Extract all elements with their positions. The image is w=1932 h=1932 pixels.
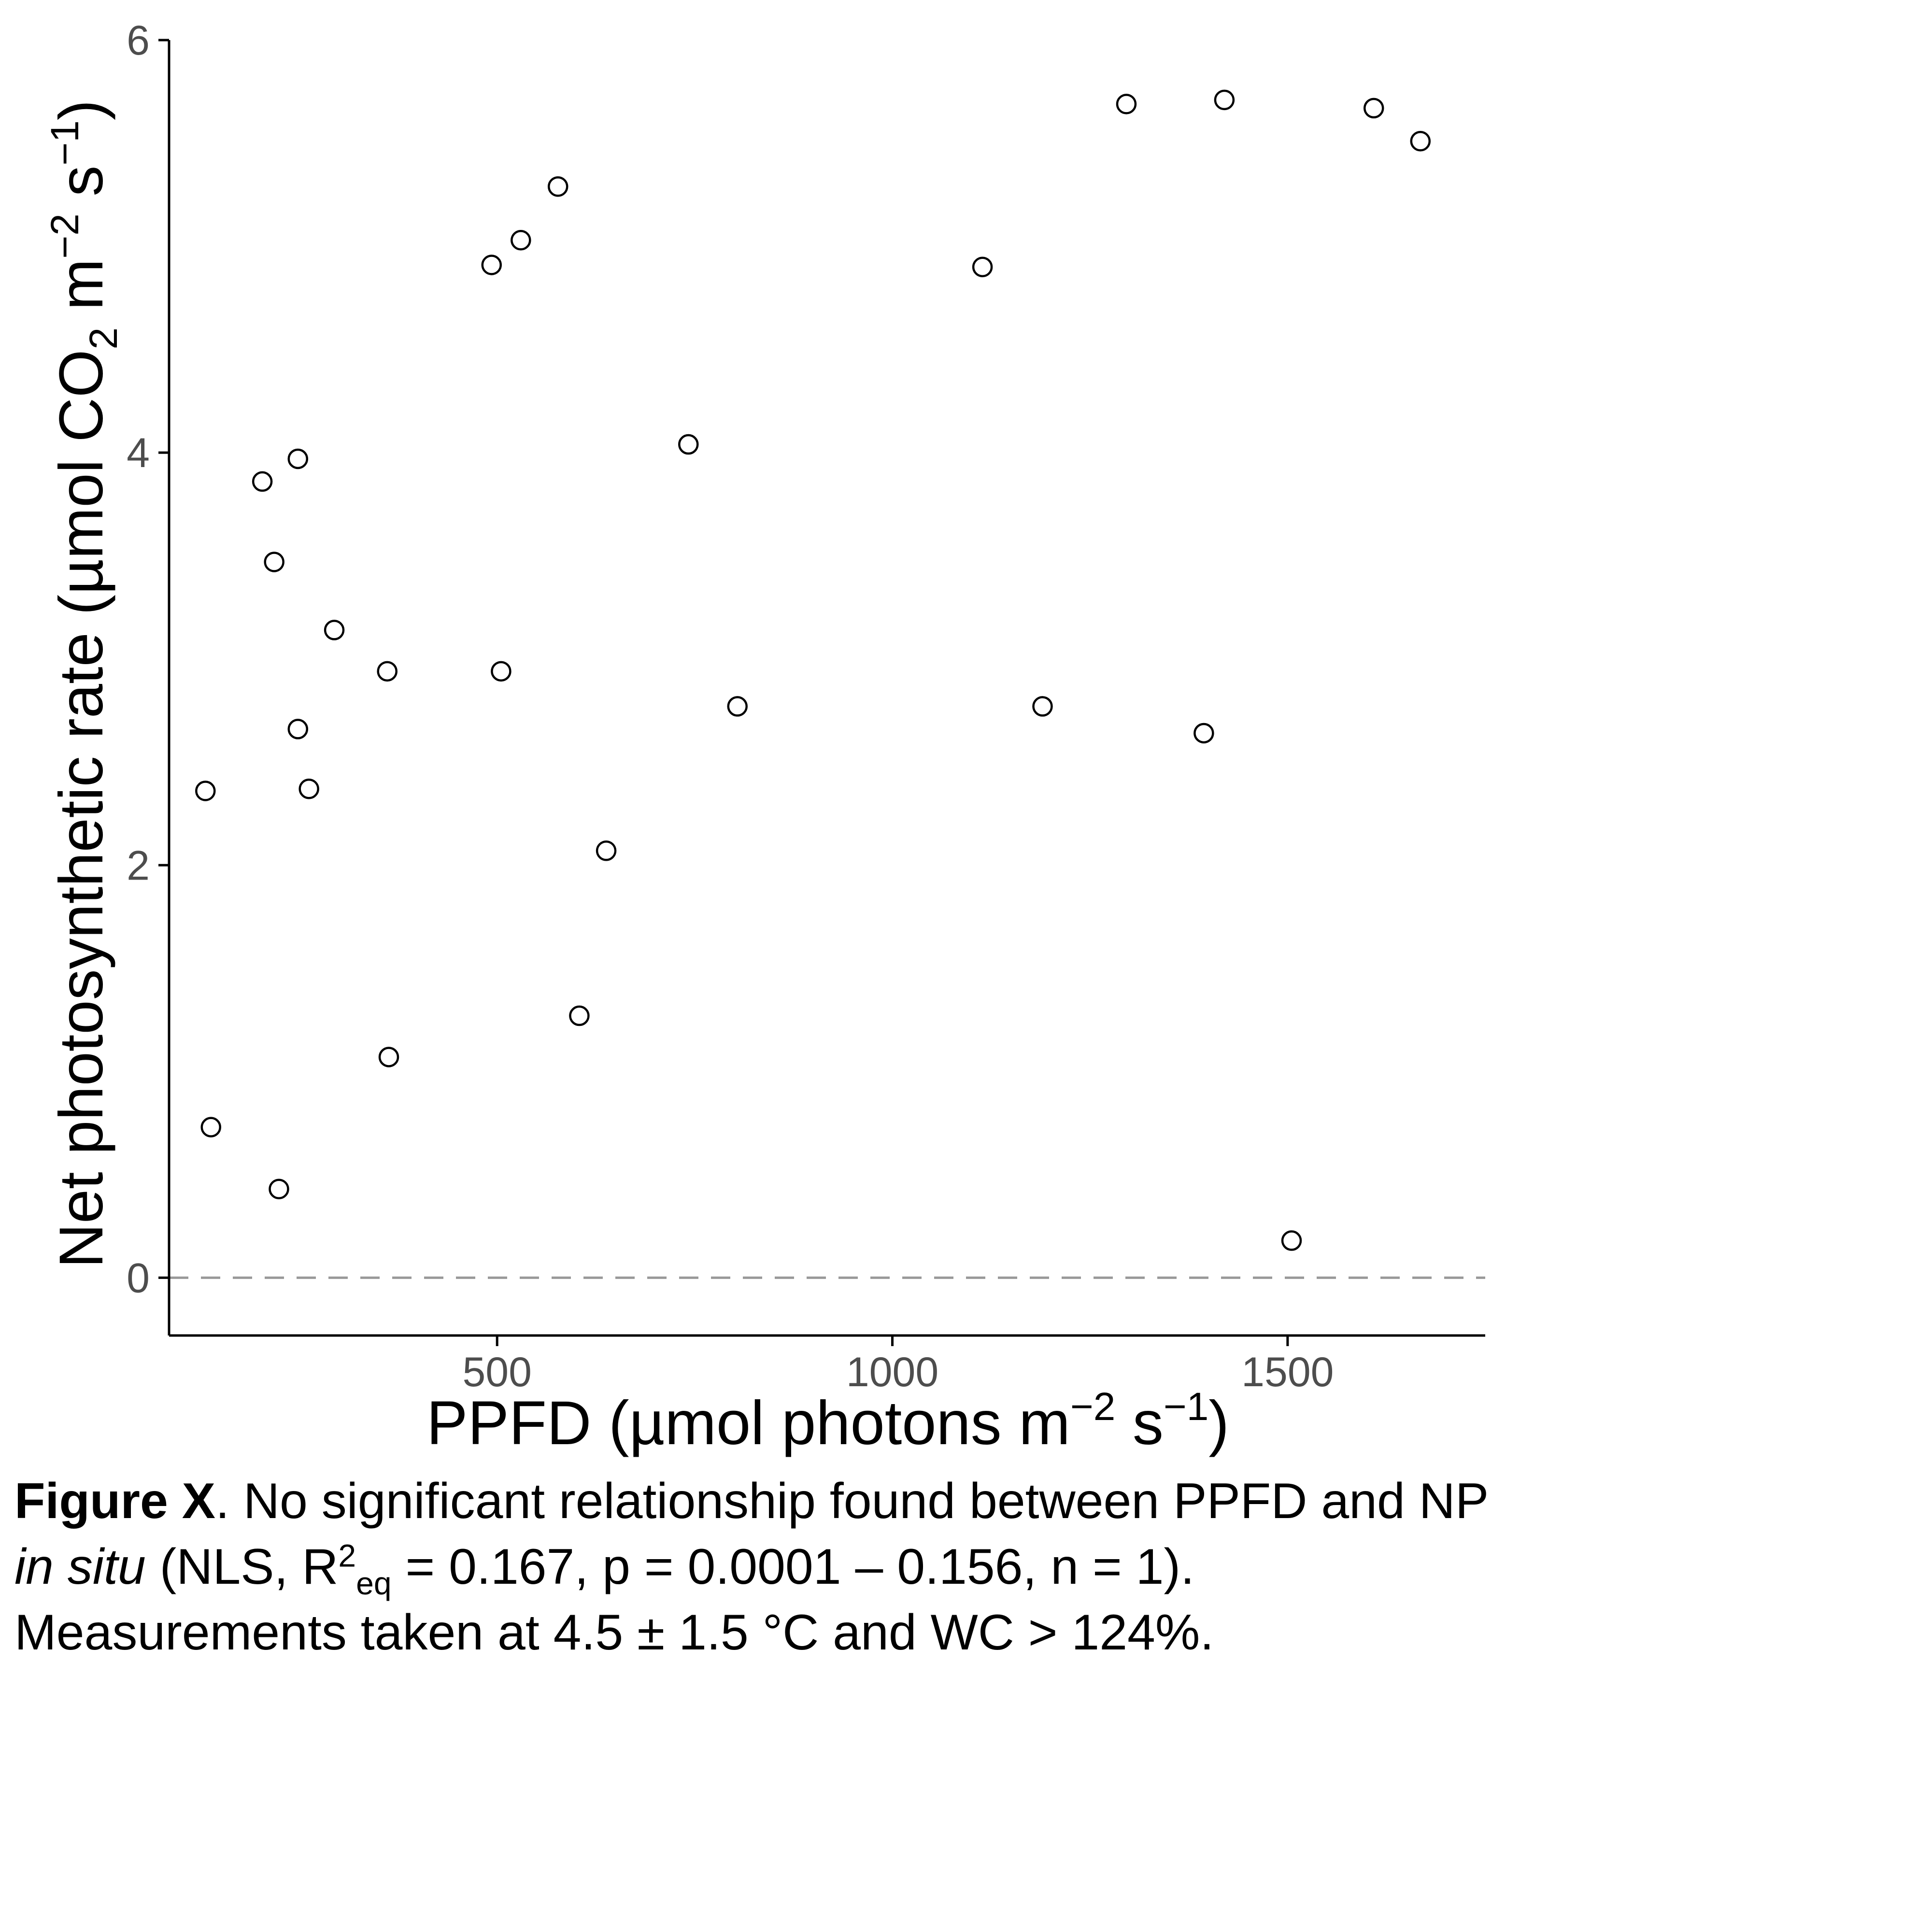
x-tick-label: 1500 <box>1241 1349 1334 1395</box>
caption-line-1-text: . No significant relationship found betw… <box>215 1473 1489 1529</box>
data-point <box>1281 1230 1302 1251</box>
caption-stats-a: (NLS, R <box>145 1539 339 1595</box>
y-axis-ticks: 0 2 4 6 <box>127 17 169 1301</box>
data-point <box>1032 696 1053 717</box>
x-tick-label: 1000 <box>846 1349 938 1395</box>
data-point <box>547 176 568 197</box>
data-point <box>200 1117 221 1137</box>
data-point <box>1410 131 1431 152</box>
y-tick-label: 6 <box>127 17 150 64</box>
caption-in-situ: in situ <box>14 1539 146 1595</box>
y-tick-label: 4 <box>127 430 150 476</box>
data-point <box>1214 89 1235 111</box>
data-points <box>195 89 1431 1251</box>
data-point <box>481 255 502 275</box>
data-point <box>378 1047 399 1067</box>
data-point <box>678 434 699 455</box>
data-point <box>287 448 309 469</box>
data-point <box>298 779 319 799</box>
data-point <box>491 661 511 682</box>
y-tick-label: 0 <box>127 1255 150 1301</box>
plot-area: 500 1000 1500 0 2 4 6 <box>127 17 1485 1395</box>
data-point <box>511 230 531 251</box>
caption-r-squared-sup: 2 <box>338 1537 356 1574</box>
data-point <box>972 256 993 278</box>
caption-line-2: in situ (NLS, R2eq = 0.167, p = 0.0001 –… <box>14 1534 1898 1600</box>
scatter-chart: 500 1000 1500 0 2 4 6 PPFD (µmol photons m−2 … <box>43 17 1485 1458</box>
data-point <box>1193 723 1214 744</box>
data-point <box>1116 94 1137 114</box>
x-tick-label: 500 <box>462 1349 532 1395</box>
data-point <box>269 1179 289 1200</box>
data-point <box>264 552 284 572</box>
y-tick-label: 2 <box>127 842 150 889</box>
data-point <box>377 661 398 682</box>
data-point <box>596 840 617 861</box>
figure-caption: Figure X. No significant relationship fo… <box>14 1468 1898 1665</box>
x-axis-ticks: 500 1000 1500 <box>462 1335 1334 1395</box>
caption-r-squared-sub: eq <box>356 1565 392 1601</box>
y-axis-label: Net photosynthetic rate (µmol CO2 m−2 s−… <box>43 99 126 1268</box>
data-point <box>1363 98 1384 119</box>
data-point <box>287 719 309 739</box>
data-point <box>727 696 748 717</box>
caption-stats-b: = 0.167, p = 0.0001 – 0.156, n = 1). <box>391 1539 1194 1595</box>
caption-line-3: Measurements taken at 4.5 ± 1.5 °C and W… <box>14 1605 1214 1661</box>
x-axis-label: PPFD (µmol photons m−2 s−1) <box>426 1385 1229 1458</box>
data-point <box>252 471 273 492</box>
data-point <box>569 1005 590 1026</box>
data-point <box>324 620 345 640</box>
caption-line-1: Figure X. No significant relationship fo… <box>14 1468 1898 1534</box>
data-point <box>195 781 216 801</box>
caption-figure-label: Figure X <box>14 1473 216 1529</box>
